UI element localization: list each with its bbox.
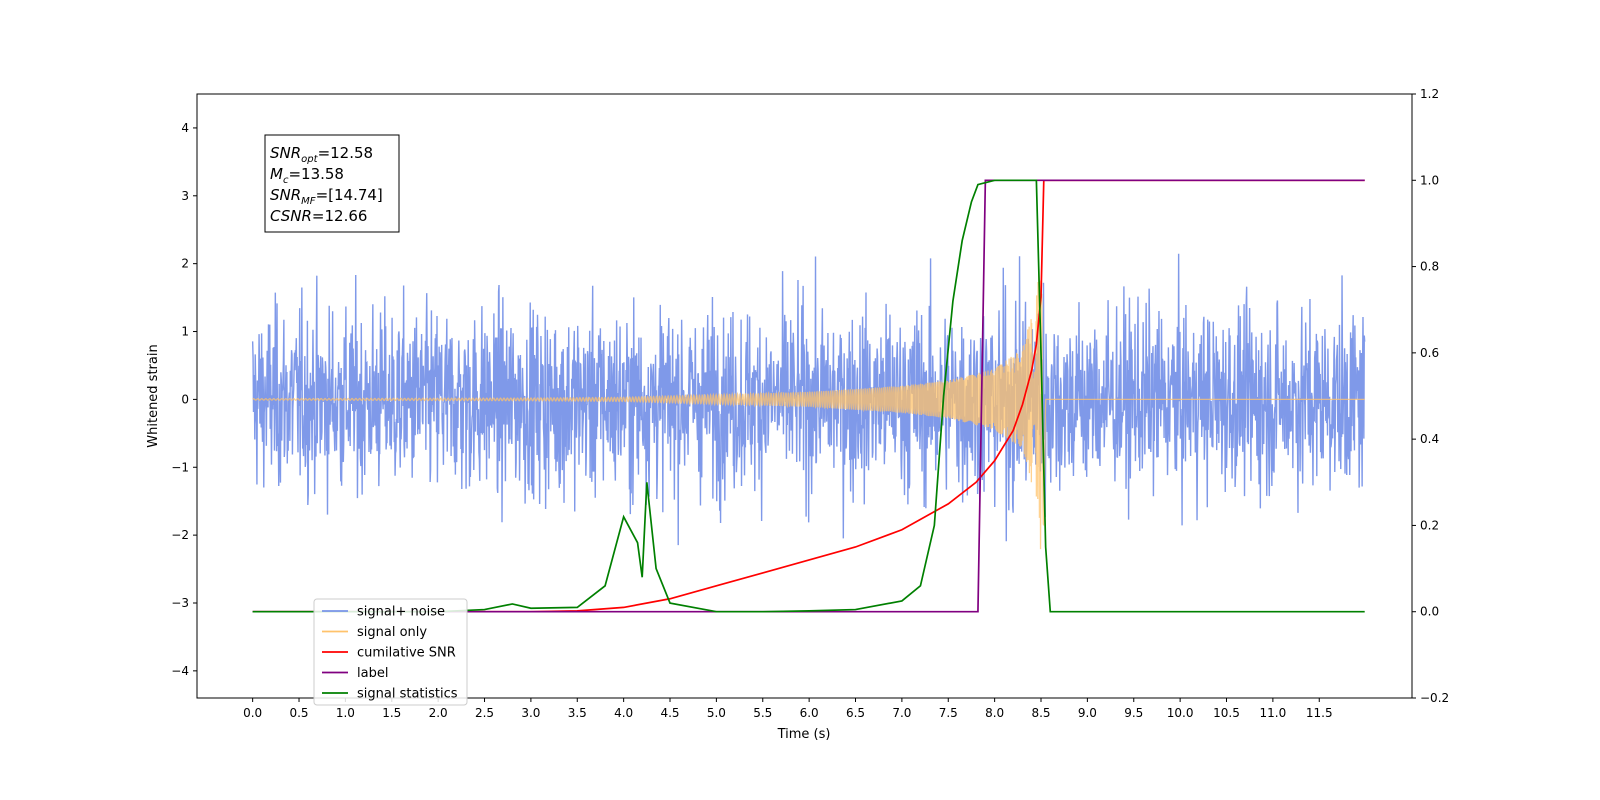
x-axis-label: Time (s): [777, 727, 831, 742]
legend-label: signal statistics: [357, 687, 458, 702]
annotation-line: SNRMF=[14.74]: [270, 186, 383, 207]
legend: signal+ noise signal only cumilative SNR la…: [313, 598, 468, 706]
x-tick-label: 8.5: [1031, 706, 1050, 720]
x-tick-label: 6.0: [800, 706, 819, 720]
series-signal-noise-line: [251, 253, 1366, 546]
x-tick-label: 5.5: [753, 706, 772, 720]
legend-label: cumilative SNR: [357, 646, 456, 661]
series-signal-only-line: [252, 269, 1365, 550]
x-tick-label: 1.0: [336, 706, 355, 720]
y-left-tick-label: −1: [171, 460, 189, 474]
y-right-tick-label: 0.0: [1420, 605, 1439, 619]
x-tick-label: 10.5: [1213, 706, 1240, 720]
legend-label: label: [357, 666, 388, 681]
y-right-tick-label: 1.0: [1420, 173, 1439, 187]
x-tick-label: 5.0: [707, 706, 726, 720]
y-right-tick-label: 0.4: [1420, 432, 1439, 446]
y-left-tick-label: 1: [181, 325, 189, 339]
annotation-line: Mc=13.58: [270, 165, 344, 186]
x-tick-label: 9.0: [1078, 706, 1097, 720]
y-left-tick-label: 4: [181, 121, 189, 135]
legend-label: signal only: [357, 625, 427, 640]
legend-frame: [313, 598, 468, 706]
y-left-tick-label: −4: [171, 664, 189, 678]
y-left-tick-label: 3: [181, 189, 189, 203]
y-right-tick-label: 0.6: [1420, 346, 1439, 360]
annotation-line: SNRopt=12.58: [270, 144, 373, 165]
x-tick-label: 11.0: [1260, 706, 1287, 720]
x-tick-label: 1.5: [382, 706, 401, 720]
y-right-tick-label: −0.2: [1420, 691, 1449, 705]
y-left-tick-label: 0: [181, 392, 189, 406]
y-right-tick-label: 0.2: [1420, 518, 1439, 532]
plot-frame: [196, 93, 1413, 699]
series-label-line: [252, 179, 1365, 613]
x-tick-label: 0.5: [289, 706, 308, 720]
y-left-tick-label: −3: [171, 596, 189, 610]
x-tick-label: 7.5: [939, 706, 958, 720]
x-tick-label: 3.0: [521, 706, 540, 720]
y-left-tick-label: 2: [181, 257, 189, 271]
series-layer: [251, 179, 1366, 613]
annotation-frame: [264, 134, 400, 233]
annotation-line: CSNR=12.66: [270, 207, 367, 225]
y-axis-right: 1.2 1.0 0.8 0.6 0.4 0.2 0.0 −0.2: [1412, 87, 1449, 705]
x-tick-label: 8.0: [985, 706, 1004, 720]
x-tick-label: 4.5: [660, 706, 679, 720]
x-tick-label: 11.5: [1306, 706, 1333, 720]
x-tick-label: 2.0: [429, 706, 448, 720]
y-left-tick-label: −2: [171, 528, 189, 542]
x-tick-label: 7.0: [892, 706, 911, 720]
y-right-tick-label: 1.2: [1420, 87, 1439, 101]
x-tick-label: 4.0: [614, 706, 633, 720]
y-axis-label-left: Whitened strain: [146, 344, 161, 447]
legend-label: signal+ noise: [357, 605, 445, 620]
stats-annotation-box: SNRopt=12.58Mc=13.58SNRMF=[14.74]CSNR=12…: [264, 134, 400, 233]
x-tick-label: 3.5: [568, 706, 587, 720]
x-tick-label: 6.5: [846, 706, 865, 720]
plot-area: [196, 93, 1413, 699]
series-cumulative-snr-line: [252, 179, 1365, 613]
x-tick-label: 10.0: [1167, 706, 1194, 720]
x-tick-label: 2.5: [475, 706, 494, 720]
series-signal-statistics-line: [252, 179, 1365, 613]
x-tick-label: 0.0: [243, 706, 262, 720]
y-right-tick-label: 0.8: [1420, 260, 1439, 274]
x-tick-label: 9.5: [1124, 706, 1143, 720]
y-axis-left: 4 3 2 1 0 −1 −2 −3 −4: [171, 121, 197, 678]
x-axis: 0.0 0.5 1.0 1.5 2.0 2.5 3.0 3.5 4.0 4.5 5.0 5.5 6.0 6…: [243, 698, 1333, 720]
